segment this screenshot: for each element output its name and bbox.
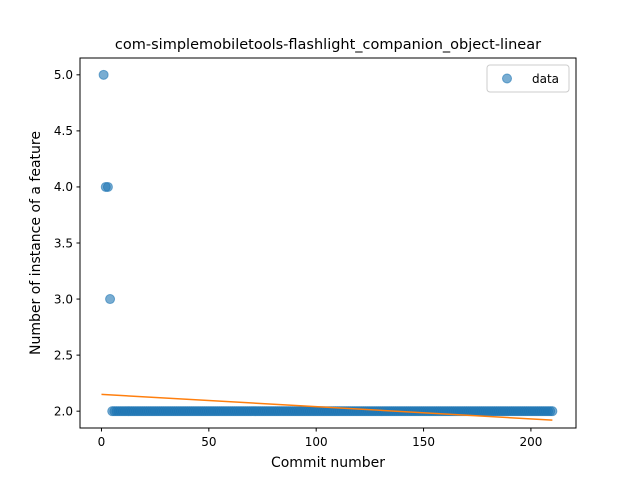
axes-frame	[79, 57, 577, 429]
fit-line	[101, 393, 553, 421]
y-axis-ticks: 2.0 2.5 3.0 3.5 4.0 4.5 5.0	[54, 68, 80, 418]
y-tick-label: 3.0	[54, 292, 73, 306]
y-tick-label: 2.0	[54, 404, 73, 418]
legend-label-data: data	[532, 72, 559, 86]
y-tick-label: 4.5	[54, 124, 73, 138]
data-point	[98, 69, 109, 80]
plot-marks	[98, 69, 558, 421]
data-point	[102, 181, 113, 192]
x-tick-label: 200	[519, 435, 542, 449]
x-axis-ticks: 0 50 100 150 200	[98, 428, 542, 449]
legend: data	[486, 64, 570, 93]
y-tick-label: 5.0	[54, 68, 73, 82]
x-tick-label: 50	[201, 435, 216, 449]
y-tick-label: 4.0	[54, 180, 73, 194]
legend-box	[486, 64, 570, 93]
x-tick-label: 100	[305, 435, 328, 449]
legend-marker-data	[502, 73, 512, 84]
y-tick-label: 2.5	[54, 348, 73, 362]
chart-title: com-simplemobiletools-flashlight_compani…	[115, 37, 541, 53]
x-axis-label: Commit number	[271, 455, 385, 471]
x-tick-label: 0	[98, 435, 106, 449]
y-tick-label: 3.5	[54, 236, 73, 250]
data-point	[547, 406, 558, 417]
x-tick-label: 150	[412, 435, 435, 449]
data-point	[105, 294, 116, 305]
y-axis-label: Number of instance of a feature	[28, 131, 44, 355]
